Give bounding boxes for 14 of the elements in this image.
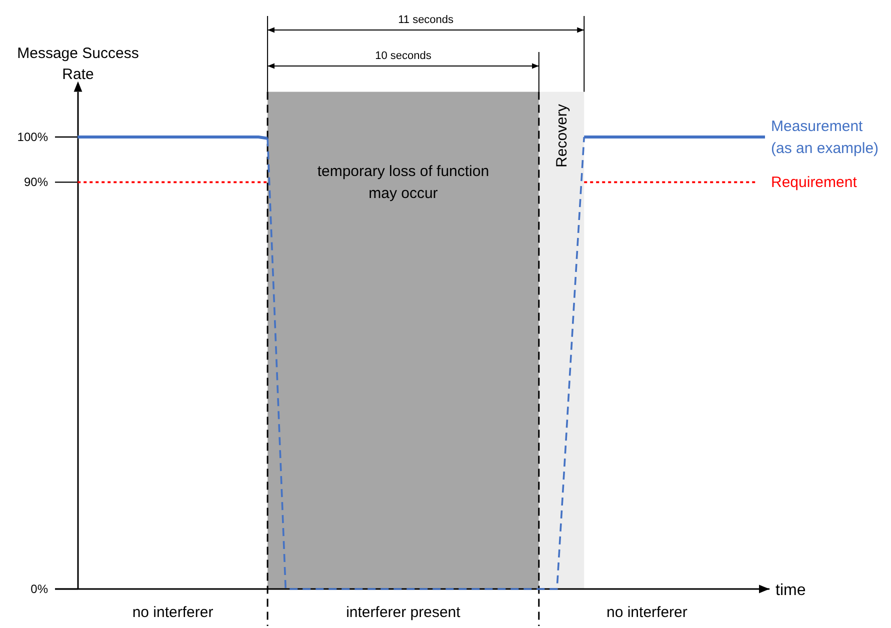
annotation: temporary loss of function may occur bbox=[317, 162, 490, 202]
y-axis-title: Message Success Rate bbox=[17, 45, 139, 83]
text: 11 seconds bbox=[398, 14, 454, 26]
y-tick-label: 90% bbox=[24, 175, 48, 190]
text: interferer present bbox=[346, 604, 462, 621]
text: no interferer bbox=[132, 604, 214, 621]
annotation: Recovery bbox=[553, 104, 570, 168]
x-axis-title: time bbox=[776, 582, 806, 599]
y-tick-label: 100% bbox=[17, 130, 48, 144]
series-label: Measurement (as an example) bbox=[771, 118, 879, 157]
y-tick-label: 0% bbox=[30, 582, 48, 596]
series-label: Requirement bbox=[771, 174, 858, 192]
text: 10 seconds bbox=[375, 50, 432, 62]
text: no interferer bbox=[606, 604, 688, 621]
